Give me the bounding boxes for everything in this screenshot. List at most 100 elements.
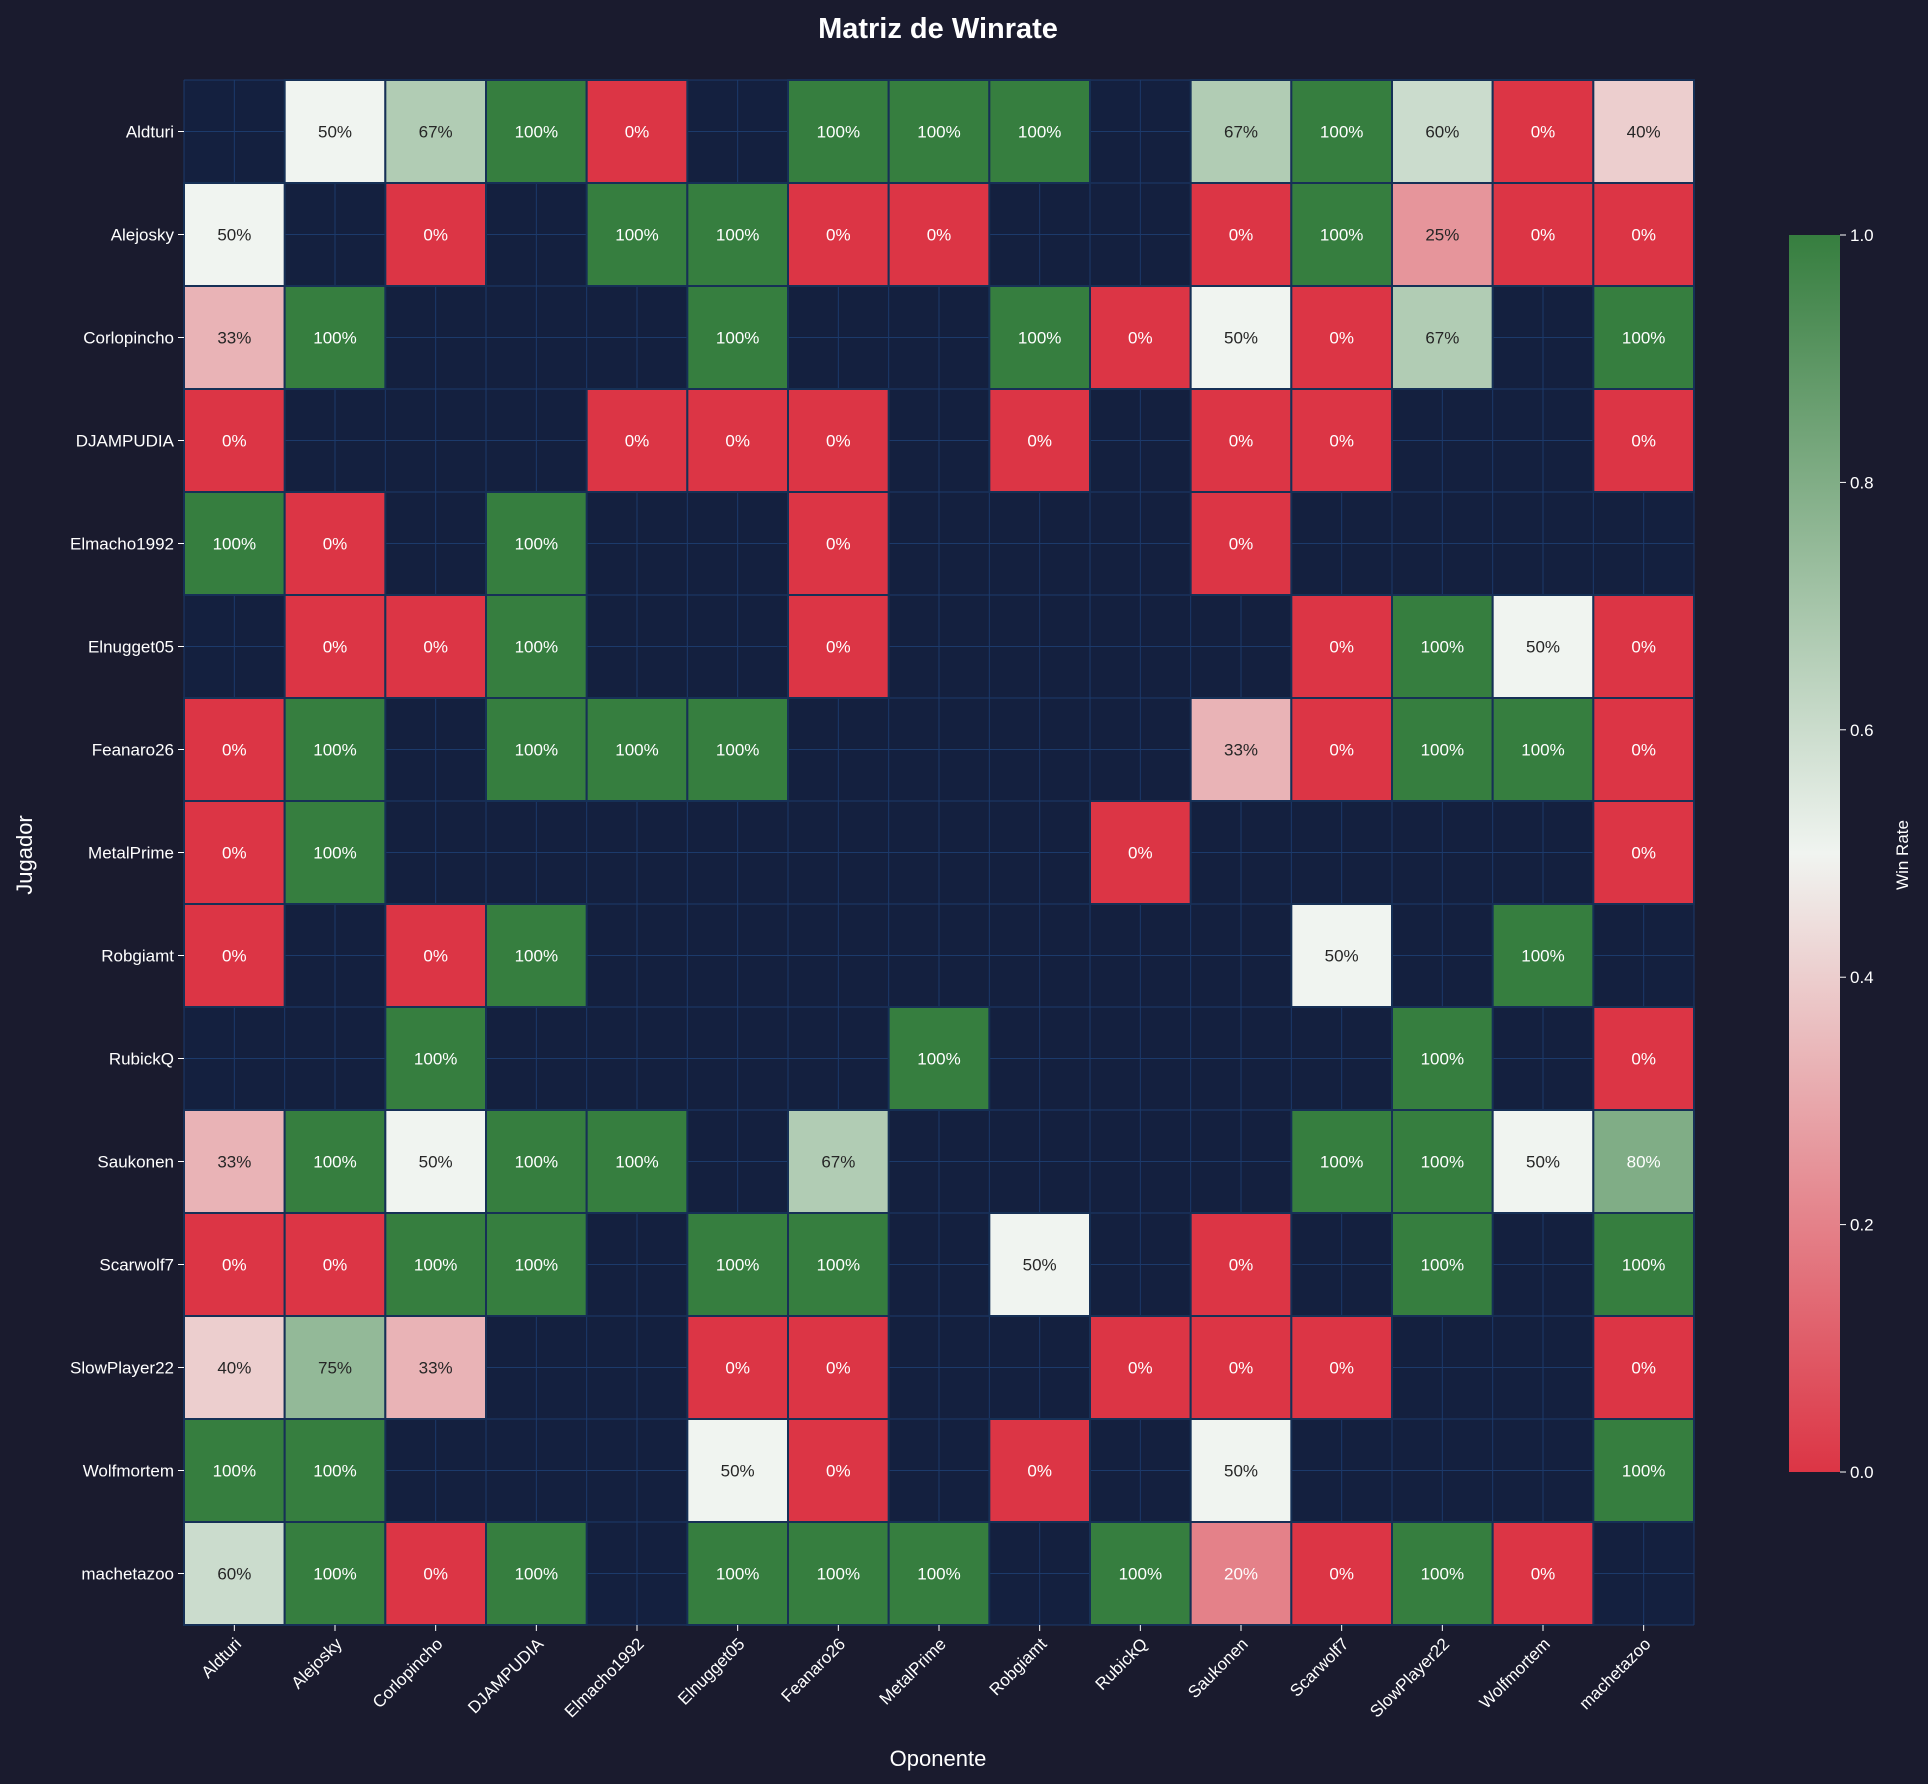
cell-value-label: 67% xyxy=(821,1153,855,1172)
cell-value-label: 100% xyxy=(716,226,759,245)
cell-value-label: 0% xyxy=(826,1359,851,1378)
cell-value-label: 100% xyxy=(817,1565,860,1584)
cell-value-label: 50% xyxy=(1325,947,1359,966)
cell-value-label: 0% xyxy=(1229,432,1254,451)
cell-value-label: 0% xyxy=(423,1565,448,1584)
heatmap-cell xyxy=(1290,1315,1394,1420)
cell-value-label: 100% xyxy=(1421,741,1464,760)
cell-value-label: 50% xyxy=(721,1462,755,1481)
heatmap-cell xyxy=(183,800,286,905)
heatmap-cell xyxy=(686,285,789,390)
row-tick-label: Elmacho1992 xyxy=(70,535,174,554)
cell-value-label: 0% xyxy=(423,947,448,966)
cell-value-label: 0% xyxy=(222,947,247,966)
cell-value-label: 67% xyxy=(1224,123,1258,142)
heatmap-cell xyxy=(283,697,387,802)
cell-value-label: 0% xyxy=(1329,638,1354,657)
cell-value-label: 100% xyxy=(817,123,860,142)
heatmap-cell xyxy=(1391,1521,1494,1626)
heatmap-cell xyxy=(988,1212,1091,1317)
heatmap-cell xyxy=(887,79,991,184)
heatmap-cell xyxy=(1391,285,1494,390)
row-tick-label: Elnugget05 xyxy=(88,638,174,657)
heatmap-cell xyxy=(1491,903,1595,1008)
cell-value-label: 0% xyxy=(826,1462,851,1481)
heatmap-cell xyxy=(887,1006,991,1111)
cell-value-label: 100% xyxy=(515,947,558,966)
cell-value-label: 0% xyxy=(1128,1359,1153,1378)
heatmap-cell xyxy=(283,491,387,596)
heatmap-cell xyxy=(183,388,286,493)
cell-value-label: 40% xyxy=(1627,123,1661,142)
heatmap-cell xyxy=(283,1109,387,1214)
heatmap-cell xyxy=(1592,285,1696,390)
cell-value-label: 33% xyxy=(419,1359,453,1378)
heatmap-cell xyxy=(283,1212,387,1317)
heatmap-cell xyxy=(1189,79,1293,184)
heatmap-cell xyxy=(1290,594,1394,699)
cell-value-label: 0% xyxy=(1229,226,1254,245)
heatmap-cell xyxy=(384,182,488,287)
cell-value-label: 100% xyxy=(515,638,558,657)
cell-value-label: 33% xyxy=(217,329,251,348)
cell-value-label: 50% xyxy=(419,1153,453,1172)
row-tick-label: Scarwolf7 xyxy=(99,1256,174,1275)
cell-value-label: 0% xyxy=(222,1256,247,1275)
cell-value-label: 100% xyxy=(515,535,558,554)
heatmap-cell xyxy=(283,79,387,184)
cell-value-label: 20% xyxy=(1224,1565,1258,1584)
cell-value-label: 0% xyxy=(725,1359,750,1378)
cell-value-label: 0% xyxy=(1229,535,1254,554)
cell-value-label: 67% xyxy=(419,123,453,142)
column-tick-label: Alejosky xyxy=(288,1634,347,1693)
colorbar-ticks: 0.0 0.2 0.4 0.6 0.8 1.0 xyxy=(1840,226,1874,1482)
heatmap-cell xyxy=(283,285,387,390)
heatmap-cell xyxy=(1189,697,1293,802)
cell-value-label: 25% xyxy=(1425,226,1459,245)
heatmap-cell xyxy=(1592,1109,1696,1214)
cell-value-label: 100% xyxy=(716,741,759,760)
heatmap-cell xyxy=(585,388,689,493)
cell-value-label: 0% xyxy=(826,432,851,451)
heatmap-cell xyxy=(1189,491,1293,596)
heatmap-cell xyxy=(1592,182,1696,287)
heatmap-cell xyxy=(1592,697,1696,802)
cell-value-label: 100% xyxy=(615,741,658,760)
x-axis-label: Oponente xyxy=(890,1746,987,1771)
heatmap-cell xyxy=(384,1212,488,1317)
cell-value-label: 100% xyxy=(1320,1153,1363,1172)
heatmap-cell xyxy=(1491,182,1595,287)
cell-value-label: 0% xyxy=(323,638,348,657)
cell-value-label: 50% xyxy=(217,226,251,245)
heatmap-cell xyxy=(283,1315,387,1420)
heatmap-cell xyxy=(1189,285,1293,390)
cell-value-label: 0% xyxy=(625,123,650,142)
heatmap-cell xyxy=(485,903,588,1008)
row-tick-label: MetalPrime xyxy=(88,844,174,863)
cell-value-label: 100% xyxy=(515,1153,558,1172)
heatmap-cell xyxy=(787,594,890,699)
heatmap-cell xyxy=(686,388,789,493)
cell-value-label: 100% xyxy=(515,123,558,142)
column-tick-label: Elnugget05 xyxy=(674,1634,748,1708)
cell-value-label: 100% xyxy=(313,1565,356,1584)
heatmap-cell xyxy=(1189,1418,1293,1523)
colorbar-tick-label: 0.0 xyxy=(1850,1463,1874,1482)
heatmap-cell xyxy=(1290,285,1394,390)
column-tick-label: Robgiamt xyxy=(986,1634,1051,1699)
column-tick-label: Saukonen xyxy=(1184,1634,1252,1702)
cell-value-label: 0% xyxy=(1631,844,1656,863)
cell-value-label: 0% xyxy=(423,226,448,245)
heatmap-cell xyxy=(485,491,588,596)
row-tick-label: Robgiamt xyxy=(101,947,174,966)
heatmap-cell xyxy=(1089,285,1192,390)
row-tick-label: Alejosky xyxy=(111,226,175,245)
cell-value-label: 0% xyxy=(423,638,448,657)
heatmap-cell xyxy=(384,903,488,1008)
cell-value-label: 67% xyxy=(1425,329,1459,348)
cell-value-label: 0% xyxy=(826,535,851,554)
heatmap-cell xyxy=(988,388,1091,493)
y-axis-label: Jugador xyxy=(12,815,37,895)
heatmap-cell xyxy=(485,1109,588,1214)
column-tick-labels: Aldturi Alejosky Corlopincho DJAMPUDIA Elmac… xyxy=(198,1625,1654,1721)
